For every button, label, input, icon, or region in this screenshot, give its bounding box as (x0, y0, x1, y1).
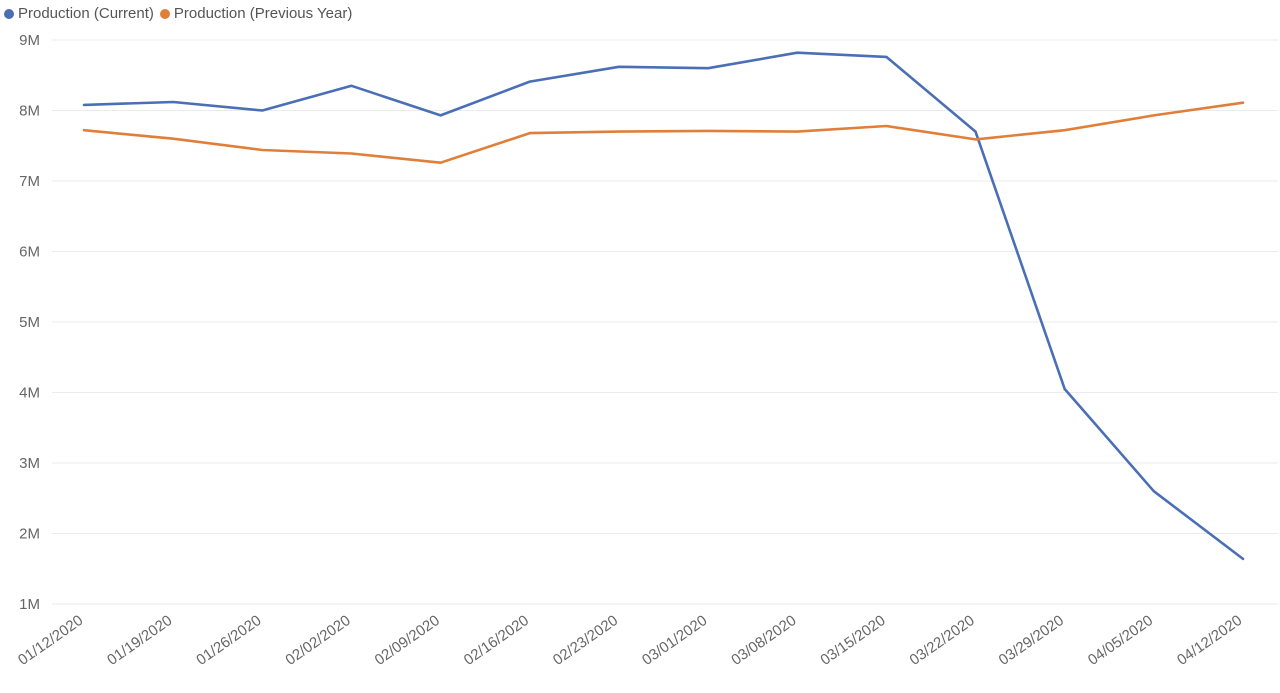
y-tick-label: 4M (19, 385, 40, 402)
x-tick-label: 03/22/2020 (907, 612, 978, 669)
legend-label-current: Production (Current) (18, 5, 154, 22)
legend-marker-previous-year (159, 8, 170, 19)
y-tick-label: 1M (19, 596, 40, 613)
x-tick-label: 02/02/2020 (282, 612, 353, 669)
y-tick-label: 2M (19, 526, 40, 543)
x-tick-label: 03/15/2020 (817, 612, 888, 669)
legend-label-previous-year: Production (Previous Year) (173, 5, 353, 22)
x-tick-label: 04/12/2020 (1174, 612, 1245, 669)
y-tick-label: 5M (19, 314, 40, 331)
y-tick-label: 9M (19, 32, 40, 49)
x-tick-label: 02/16/2020 (461, 612, 532, 669)
x-tick-label: 03/29/2020 (996, 612, 1067, 669)
y-tick-label: 7M (19, 173, 40, 190)
x-tick-label: 03/08/2020 (728, 612, 799, 669)
x-tick-label: 02/09/2020 (372, 612, 443, 669)
series-line-previous-year[interactable] (82, 101, 1245, 164)
x-tick-label: 01/19/2020 (104, 612, 175, 669)
legend: Production (Current) Production (Previou… (4, 5, 358, 22)
y-tick-label: 8M (19, 103, 40, 120)
y-tick-label: 6M (19, 244, 40, 261)
y-tick-label: 3M (19, 455, 40, 472)
x-tick-label: 02/23/2020 (550, 612, 621, 669)
x-tick-label: 04/05/2020 (1085, 612, 1156, 669)
series (82, 51, 1245, 561)
legend-item-previous-year[interactable]: Production (Previous Year) (159, 5, 353, 22)
x-tick-label: 03/01/2020 (639, 612, 710, 669)
x-axis: 01/12/2020 01/19/2020 01/26/2020 02/02/2020… (15, 612, 1245, 669)
x-tick-label: 01/26/2020 (193, 612, 264, 669)
y-axis: 9M 8M 7M 6M 5M 4M 3M 2M 1M (19, 32, 40, 613)
legend-item-current[interactable]: Production (Current) (4, 5, 154, 22)
legend-marker-current (4, 8, 14, 19)
x-tick-label: 01/12/2020 (15, 612, 86, 669)
series-line-current[interactable] (82, 51, 1245, 561)
